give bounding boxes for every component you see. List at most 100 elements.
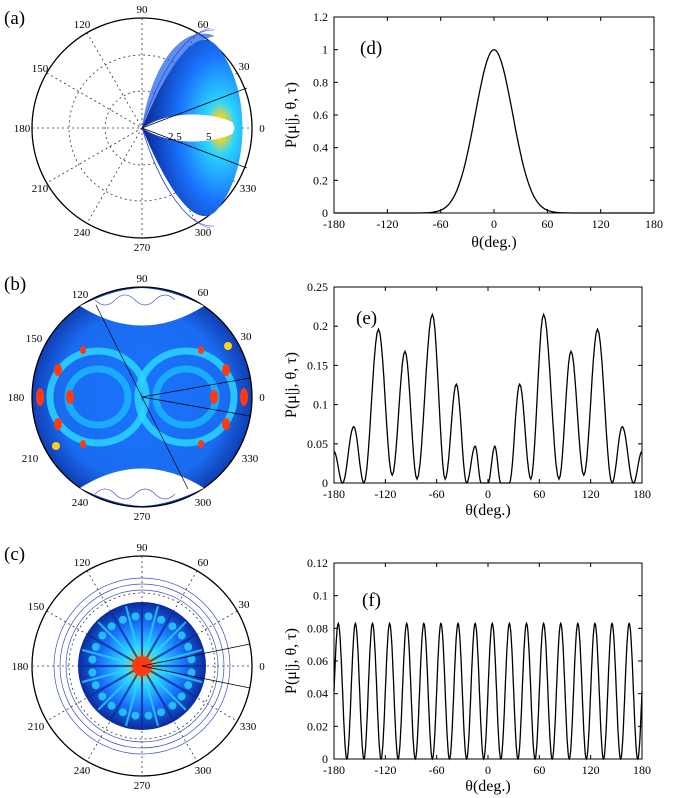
polar-c-lobe: [187, 655, 196, 664]
angle-label-150: 150: [26, 333, 43, 345]
polar-a-ray-lower: [141, 127, 248, 169]
polar-b-angle-labels: 90 60 30 0 330 300 270 240 210 180 150 1…: [8, 273, 266, 523]
polar-c-lobe: [88, 668, 97, 677]
polar-c-lobe: [144, 711, 153, 720]
polar-c-lobe: [131, 612, 140, 621]
polar-c-spoke: [110, 611, 143, 667]
angle-label-180: 180: [14, 123, 31, 135]
polar-c-lobe: [118, 708, 127, 717]
angle-label-0: 0: [259, 661, 265, 673]
chart-d-ytick-label: 0: [322, 206, 328, 220]
chart-e-xtick-label: 120: [582, 487, 600, 501]
chart-d-ylabel: P(μ|j, θ, τ): [283, 82, 300, 148]
angle-label-180: 180: [8, 392, 25, 404]
panel-label-f: (f): [362, 590, 381, 611]
polar-c-contour-ring: [53, 577, 231, 755]
chart-d-xtick-label: -180: [323, 217, 345, 231]
polar-c-lobe: [177, 631, 186, 640]
polar-a-upper-lobe: [142, 33, 215, 128]
chart-f-xlabel: θ(deg.): [465, 778, 510, 795]
chart-f-ylabel: P(μ|j, θ, τ): [283, 628, 300, 694]
angle-label-300: 300: [195, 497, 212, 509]
polar-c-spoke: [110, 665, 143, 721]
polar-c-lobe: [157, 615, 166, 624]
chart-d-ytick-label: 0.6: [313, 108, 328, 122]
polar-c-ray-upper: [141, 643, 251, 667]
chart-d-ticks: -180 -120 -60 0 60 120 180 0 0.2 0.4 0.6 0.8 1 1.2: [313, 10, 663, 231]
polar-a-inner-hole: [142, 114, 235, 142]
polar-c-lobe: [184, 681, 193, 690]
angle-label-330: 330: [240, 183, 257, 195]
chart-d-xtick-label: 0: [491, 217, 497, 231]
polar-panel-b: (b) 90: [4, 273, 265, 523]
panel-label-a: (a): [4, 8, 25, 29]
angle-label-90: 90: [137, 4, 149, 16]
polar-c-spoke: [141, 611, 174, 667]
chart-d-series-line: [334, 49, 654, 214]
chart-d-xlabel: θ(deg.): [471, 234, 516, 251]
chart-f-xtick-label: 60: [533, 763, 545, 777]
angle-label-150: 150: [32, 63, 49, 75]
polar-c-lobe: [177, 692, 186, 701]
polar-c-lobe: [168, 622, 177, 631]
polar-c-spoke: [141, 665, 197, 698]
chart-f-xtick-label: 180: [633, 763, 651, 777]
polar-c-spokes: [80, 604, 204, 728]
polar-c-lobe: [118, 615, 127, 624]
polar-c-lobe: [157, 708, 166, 717]
polar-c-lobe: [107, 622, 116, 631]
angle-label-240: 240: [72, 497, 89, 509]
polar-c-lobe: [107, 701, 116, 710]
angle-label-330: 330: [242, 453, 259, 465]
chart-d-ytick-label: 0.4: [313, 141, 328, 155]
polar-c-lobe: [91, 681, 100, 690]
chart-f-ytick-label: 0.1: [313, 589, 328, 603]
polar-c-spoke: [141, 665, 174, 721]
polar-a-radial-label-2.5: 2.5: [168, 131, 182, 143]
chart-e-ytick-label: 0.05: [307, 437, 328, 451]
angle-label-120: 120: [72, 289, 89, 301]
polar-c-spoke: [141, 665, 187, 711]
angle-label-30: 30: [241, 331, 253, 343]
polar-c-lobe: [98, 692, 107, 701]
polar-c-lobe: [168, 701, 177, 710]
polar-b-bottom-void: [80, 468, 204, 506]
chart-e-ytick-label: 0.2: [313, 319, 328, 333]
polar-c-ray-lower: [141, 665, 251, 689]
polar-c-spoke: [141, 634, 197, 667]
panel-label-e: (e): [356, 308, 377, 329]
chart-f-xtick-label: 120: [582, 763, 600, 777]
polar-a-ray-upper: [141, 87, 248, 129]
polar-c-angle-labels: 90 60 30 0 330 300 270 240 210 180 150 1…: [12, 542, 266, 792]
polar-c-spoke: [124, 605, 144, 667]
chart-f-series-line: [333, 621, 643, 761]
polar-c-lobe: [98, 631, 107, 640]
chart-f-ytick-label: 0.04: [307, 687, 328, 701]
chart-f-xtick-label: -120: [374, 763, 396, 777]
polar-a-radial-label-5: 5: [206, 131, 212, 143]
angle-label-270: 270: [134, 780, 151, 792]
chart-f-ytick-label: 0.08: [307, 621, 328, 635]
angle-label-0: 0: [259, 392, 265, 404]
angle-label-30: 30: [239, 599, 251, 611]
polar-c-lobe: [184, 642, 193, 651]
chart-f-xtick-label: -60: [429, 763, 445, 777]
angle-label-330: 330: [240, 721, 257, 733]
chart-f-xtick-label: -180: [323, 763, 345, 777]
panel-label-b: (b): [4, 274, 26, 295]
chart-e-xlabel: θ(deg.): [465, 502, 510, 519]
angle-label-60: 60: [198, 287, 210, 299]
angle-label-90: 90: [137, 273, 149, 285]
chart-d-ytick-label: 0.2: [313, 173, 328, 187]
polar-a-contours: [141, 27, 215, 229]
chart-d-ytick-label: 1: [322, 43, 328, 57]
angle-label-0: 0: [259, 123, 265, 135]
angle-label-30: 30: [239, 61, 251, 73]
line-chart-f: (f) P(μ|j, θ, τ) θ(deg.) -180 -120 -60 0 60 1…: [283, 556, 651, 795]
angle-label-210: 210: [28, 721, 45, 733]
angle-label-120: 120: [74, 19, 91, 31]
polar-c-spoke: [141, 664, 203, 684]
polar-c-spoke: [141, 621, 187, 667]
polar-c-spoke: [140, 665, 160, 727]
